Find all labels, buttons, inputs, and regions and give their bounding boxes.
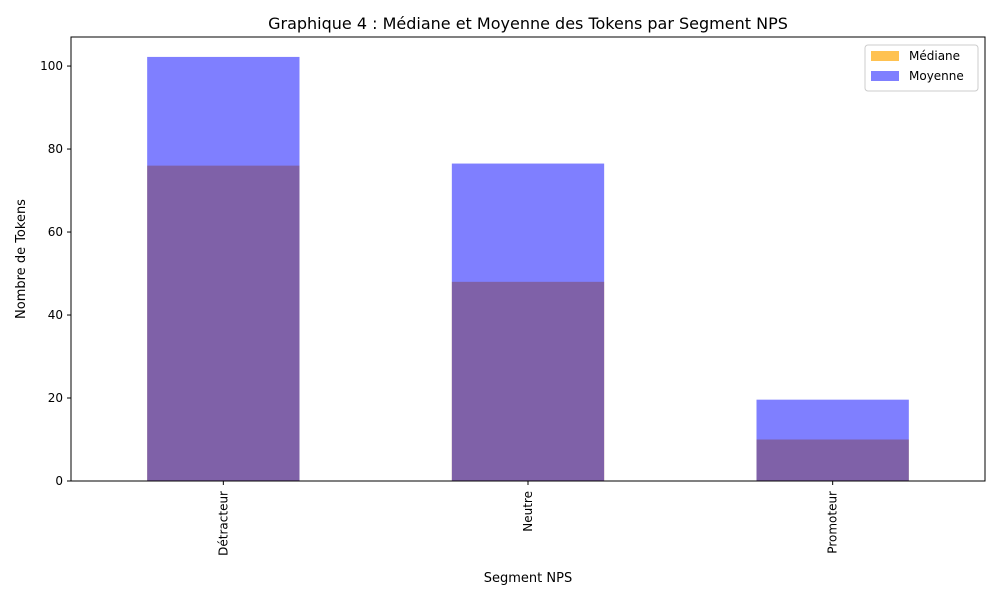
bar-moyenne-2 [756,399,909,481]
y-tick-label: 0 [55,474,63,488]
legend-label: Moyenne [909,69,964,83]
legend-swatch [871,51,899,61]
x-tick-label: Neutre [521,491,535,532]
y-tick-label: 20 [48,391,63,405]
y-tick-label: 80 [48,142,63,156]
x-axis: Détracteur Neutre Promoteur [216,481,840,556]
chart-title: Graphique 4 : Médiane et Moyenne des Tok… [268,14,788,33]
x-tick-label: Détracteur [216,491,230,556]
y-tick-label: 60 [48,225,63,239]
y-tick-label: 100 [40,59,63,73]
x-axis-label: Segment NPS [484,571,572,586]
legend-swatch [871,71,899,81]
legend: Médiane Moyenne [864,44,979,92]
plot-area [147,56,909,482]
y-axis-label: Nombre de Tokens [14,199,29,319]
bar-moyenne-0 [147,56,300,481]
y-tick-label: 40 [48,308,63,322]
bar-moyenne-1 [451,163,605,482]
y-axis: 0 20 40 60 80 100 [40,59,71,488]
legend-label: Médiane [909,49,960,63]
x-tick-label: Promoteur [826,491,840,554]
